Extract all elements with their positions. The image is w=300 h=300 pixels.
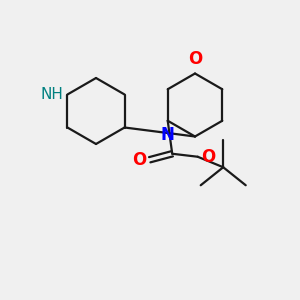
Text: NH: NH bbox=[41, 87, 64, 102]
Text: N: N bbox=[161, 126, 175, 144]
Text: O: O bbox=[132, 151, 146, 169]
Text: O: O bbox=[201, 148, 216, 166]
Text: O: O bbox=[188, 50, 202, 68]
